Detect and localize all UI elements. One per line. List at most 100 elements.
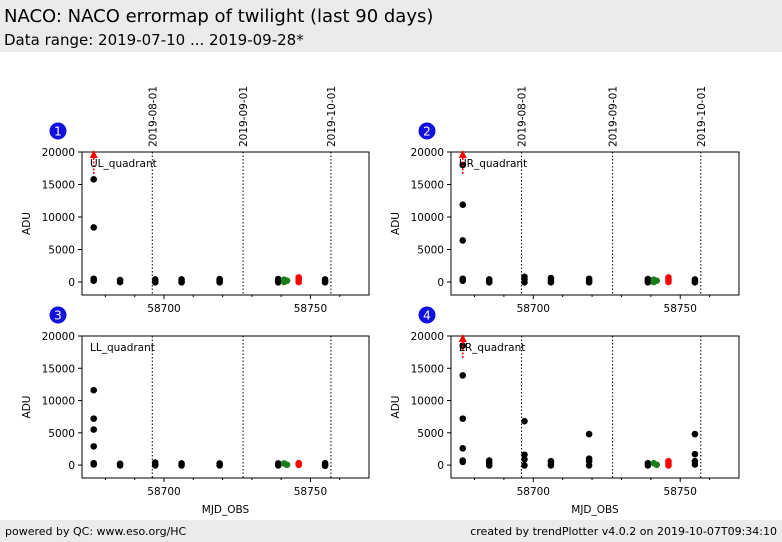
data-point (485, 462, 493, 469)
y-axis-label: ADU (21, 212, 33, 235)
data-point (650, 278, 658, 286)
panel-number-badge (49, 122, 67, 140)
data-point (521, 455, 528, 463)
arrow-head (89, 150, 98, 158)
x-tick-label: 58750 (294, 303, 327, 315)
data-point (90, 443, 98, 450)
chart-panel-4: 0 5000 10000 15000 20000 58700 58750 ADU MJD_OBS… (390, 306, 740, 516)
panel-number-label: 3 (54, 309, 62, 323)
data-point (691, 279, 699, 286)
plot-frame (450, 335, 740, 479)
data-point (459, 458, 467, 466)
data-point (280, 278, 288, 286)
arrow-head (458, 150, 467, 158)
data-point (644, 279, 652, 286)
y-tick-label: 5000 (417, 428, 444, 440)
data-point (691, 430, 699, 438)
x-tick-label: 58700 (147, 486, 180, 498)
y-axis-label: ADU (390, 212, 402, 235)
y-tick-label: 15000 (411, 363, 444, 375)
data-point (90, 224, 98, 231)
data-point (521, 279, 528, 286)
y-tick-label: 15000 (42, 180, 75, 192)
chart-panel-2: 2019-08-01 2019-09-01 2019-10-01 0 5000 10000… (390, 86, 740, 315)
data-point (521, 417, 528, 425)
y-tick-label: 20000 (411, 331, 444, 343)
y-tick-label: 0 (68, 460, 75, 472)
panel-number-badge (418, 122, 436, 140)
y-tick-label: 0 (68, 277, 75, 289)
data-point (459, 445, 467, 452)
upper-limit-arrow (458, 150, 467, 174)
data-point (274, 462, 282, 469)
y-tick-label: 15000 (411, 180, 444, 192)
x-tick-label: 58750 (664, 486, 697, 498)
data-point (90, 176, 98, 183)
data-point (178, 279, 185, 286)
data-point (459, 201, 467, 208)
data-point (521, 462, 528, 469)
data-point (459, 372, 467, 379)
date-label: 2019-08-01 (517, 86, 529, 147)
data-point (485, 279, 493, 286)
y-tick-label: 5000 (417, 245, 444, 257)
y-tick-label: 0 (437, 277, 444, 289)
panel-number-label: 2 (423, 125, 431, 139)
data-point (459, 277, 467, 285)
date-label: 2019-09-01 (608, 86, 620, 147)
x-tick-label: 58750 (664, 303, 697, 315)
panel-number-badge (418, 306, 436, 324)
data-point (90, 426, 98, 433)
quadrant-label: LL_quadrant (90, 342, 155, 354)
report-header: NACO: NACO errormap of twilight (last 90… (0, 0, 782, 52)
data-point (90, 277, 98, 285)
data-point (521, 451, 528, 459)
data-point (295, 461, 303, 469)
x-tick-label: 58700 (517, 486, 550, 498)
footer-powered-by: powered by QC: www.eso.org/HC (5, 525, 187, 538)
y-tick-label: 5000 (48, 428, 75, 440)
footer-created-by: created by trendPlotter v4.0.2 on 2019-1… (470, 525, 777, 538)
data-point (459, 415, 467, 422)
data-point (585, 462, 593, 469)
data-point (665, 462, 672, 469)
panel-number-label: 4 (423, 309, 431, 323)
y-tick-label: 10000 (411, 212, 444, 224)
y-tick-label: 20000 (42, 147, 75, 159)
data-point (691, 461, 699, 468)
x-tick-label: 58750 (294, 486, 327, 498)
data-point (216, 279, 223, 286)
chart-panel-1: 2019-08-01 2019-09-01 2019-10-01 0 5000 10000… (21, 86, 370, 315)
upper-limit-arrow (458, 334, 467, 358)
y-tick-label: 0 (437, 460, 444, 472)
upper-limit-arrow (89, 150, 98, 174)
arrow-head (458, 334, 467, 342)
panel-number-badge (49, 306, 67, 324)
quadrant-label: UR_quadrant (459, 158, 527, 170)
report-footer: powered by QC: www.eso.org/HC created by… (0, 520, 782, 542)
data-point (283, 461, 291, 469)
x-tick-label: 58700 (147, 303, 180, 315)
date-label: 2019-10-01 (696, 86, 708, 147)
date-label: 2019-09-01 (238, 86, 250, 147)
data-range-subtitle: Data range: 2019-07-10 ... 2019-09-28* (4, 31, 304, 49)
data-point (653, 461, 661, 469)
y-tick-label: 5000 (48, 245, 75, 257)
y-tick-label: 10000 (42, 212, 75, 224)
y-tick-label: 15000 (42, 363, 75, 375)
data-point (151, 462, 159, 469)
data-point (321, 279, 329, 286)
data-point (151, 279, 159, 286)
plot-frame (81, 151, 370, 296)
data-point (90, 415, 98, 422)
page-title: NACO: NACO errormap of twilight (last 90… (4, 6, 434, 27)
data-point (585, 430, 593, 438)
data-point (116, 462, 124, 469)
data-point (90, 461, 98, 468)
data-point (547, 279, 555, 286)
date-label: 2019-10-01 (326, 86, 338, 147)
data-point (459, 237, 467, 244)
y-axis-label: ADU (390, 396, 402, 419)
data-point (274, 279, 282, 286)
